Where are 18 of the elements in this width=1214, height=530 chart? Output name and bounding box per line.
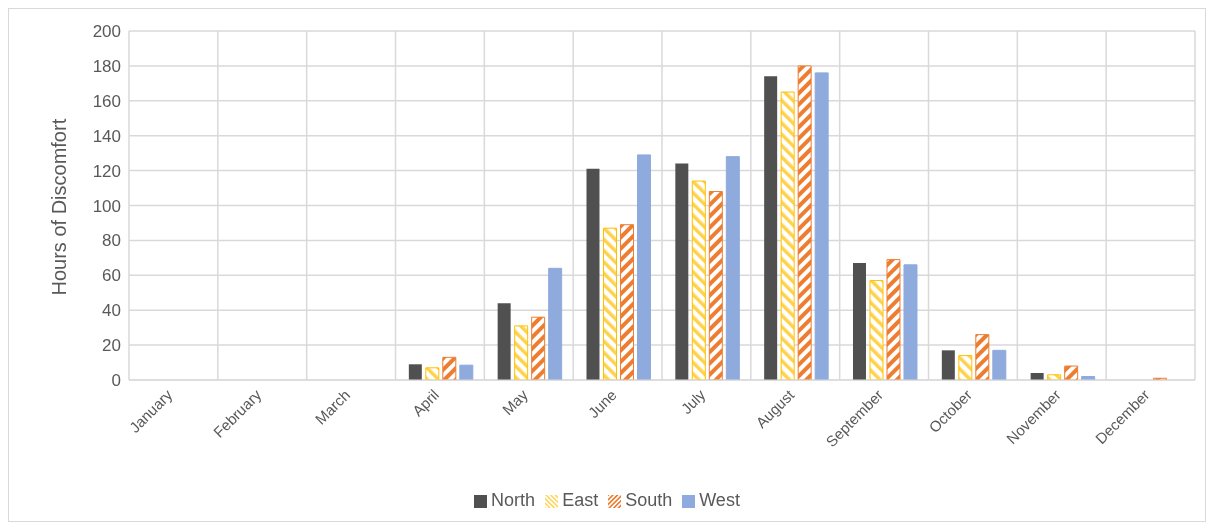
y-tick-label: 40: [102, 301, 121, 321]
x-tick-label: May: [498, 385, 532, 419]
y-tick-label: 140: [92, 126, 121, 146]
y-tick-label: 200: [92, 22, 121, 42]
y-tick-label: 0: [111, 371, 121, 391]
legend-label: West: [699, 490, 740, 510]
y-tick-label: 100: [92, 196, 121, 216]
y-tick-label: 60: [102, 266, 121, 286]
y-tick-label: 20: [102, 336, 121, 356]
legend-label: East: [562, 490, 599, 510]
y-tick-label: 180: [92, 56, 121, 76]
legend-label: South: [625, 490, 673, 510]
legend-label: North: [491, 490, 536, 510]
y-tick-label: 80: [102, 231, 121, 251]
y-axis-title: Hours of Discomfort: [48, 118, 71, 296]
y-tick-label: 120: [92, 161, 121, 181]
y-tick-label: 160: [92, 91, 121, 111]
x-tick-label: July: [677, 385, 709, 417]
